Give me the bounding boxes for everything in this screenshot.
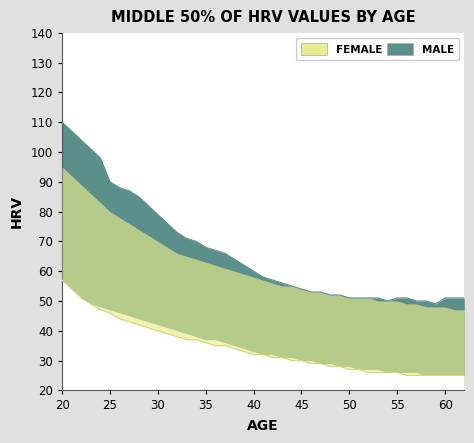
X-axis label: AGE: AGE xyxy=(247,419,279,433)
Y-axis label: HRV: HRV xyxy=(10,195,24,228)
Title: MIDDLE 50% OF HRV VALUES BY AGE: MIDDLE 50% OF HRV VALUES BY AGE xyxy=(111,10,416,25)
Legend: FEMALE, MALE: FEMALE, MALE xyxy=(296,38,459,61)
